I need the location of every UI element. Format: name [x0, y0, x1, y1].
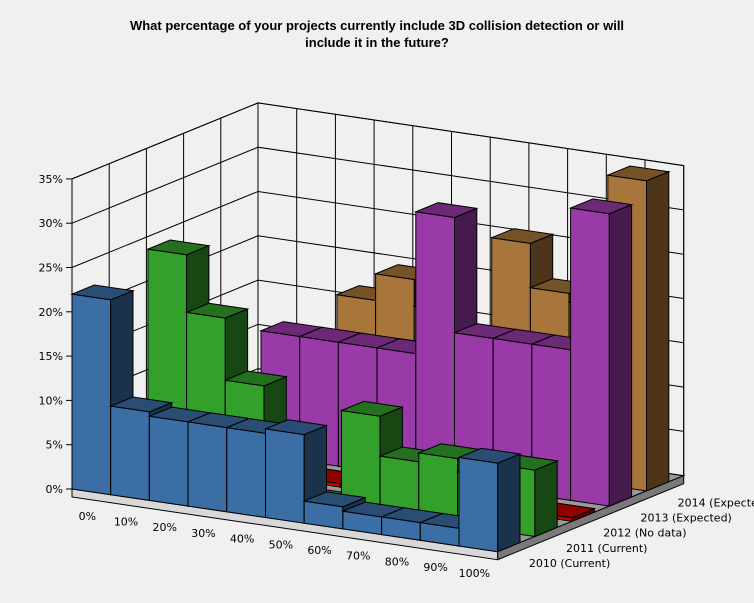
bar-top	[70, 284, 135, 301]
bars	[70, 165, 671, 553]
x-tick-label: 80%	[385, 555, 409, 568]
bar-front	[71, 293, 112, 496]
bar-front	[415, 211, 455, 484]
bar-top	[302, 491, 368, 508]
chart-title-line-2: include it in the future?	[305, 35, 449, 50]
bar-front	[226, 427, 266, 519]
y-tick-label: 15%	[39, 350, 63, 363]
y-tick-label: 20%	[39, 306, 63, 319]
chart-title: What percentage of your projects current…	[0, 17, 754, 51]
bar-top	[263, 419, 329, 436]
bar-side	[646, 170, 670, 492]
x-tick-label: 0%	[79, 510, 96, 523]
bar-front	[570, 207, 610, 507]
bar	[457, 447, 522, 553]
bar-top	[184, 302, 250, 319]
bar-side	[608, 203, 633, 507]
series-label: 2013 (Expected)	[640, 512, 731, 525]
series-label: 2010 (Current)	[529, 557, 610, 570]
y-tick-label: 30%	[39, 217, 63, 230]
x-tick-label: 30%	[191, 527, 215, 540]
y-axis: 0% 5% 10% 15% 20% 25% 30% 35%	[39, 173, 72, 496]
series-2010-current	[70, 284, 522, 553]
bar-side	[534, 460, 558, 538]
bar-front	[458, 456, 499, 553]
bar-front	[265, 428, 305, 524]
bar-top	[339, 400, 405, 417]
series-label: 2014 (Expected)	[678, 496, 754, 509]
series-label: 2011 (Current)	[566, 542, 647, 555]
bar-top	[413, 202, 479, 219]
y-tick-label: 0%	[46, 483, 63, 496]
bar-front	[110, 405, 150, 501]
x-tick-label: 20%	[153, 521, 177, 534]
series-label: 2012 (No data)	[603, 527, 686, 540]
x-tick-label: 50%	[269, 538, 293, 551]
y-tick-label: 10%	[39, 394, 63, 407]
x-tick-label: 60%	[307, 544, 331, 557]
bar-front	[148, 415, 189, 507]
bar-top	[108, 396, 174, 413]
bar-top	[223, 370, 289, 387]
chart-title-line-1: What percentage of your projects current…	[129, 18, 625, 33]
bar-top	[489, 228, 555, 244]
bar-top	[457, 447, 522, 464]
x-tick-label: 10%	[114, 516, 138, 529]
x-tick-label: 40%	[230, 533, 254, 546]
bar-front	[187, 421, 228, 513]
bar-top	[568, 198, 634, 215]
gridline	[71, 146, 684, 224]
y-tick-label: 35%	[39, 173, 63, 186]
gridline	[71, 102, 684, 180]
y-tick-label: 25%	[39, 262, 63, 275]
x-tick-label: 100%	[459, 567, 490, 580]
bar	[568, 198, 634, 507]
y-tick-label: 5%	[46, 439, 63, 452]
bar-side	[497, 453, 521, 553]
x-tick-label: 70%	[346, 550, 370, 563]
bar-top	[146, 239, 211, 256]
legend: 2010 (Current) 2011 (Current) 2012 (No dat…	[529, 496, 754, 570]
bar-top	[605, 165, 671, 182]
x-tick-label: 90%	[423, 561, 447, 574]
x-axis: 0% 10% 20% 30% 40% 50% 60% 70% 80% 90% 100%	[79, 510, 490, 580]
